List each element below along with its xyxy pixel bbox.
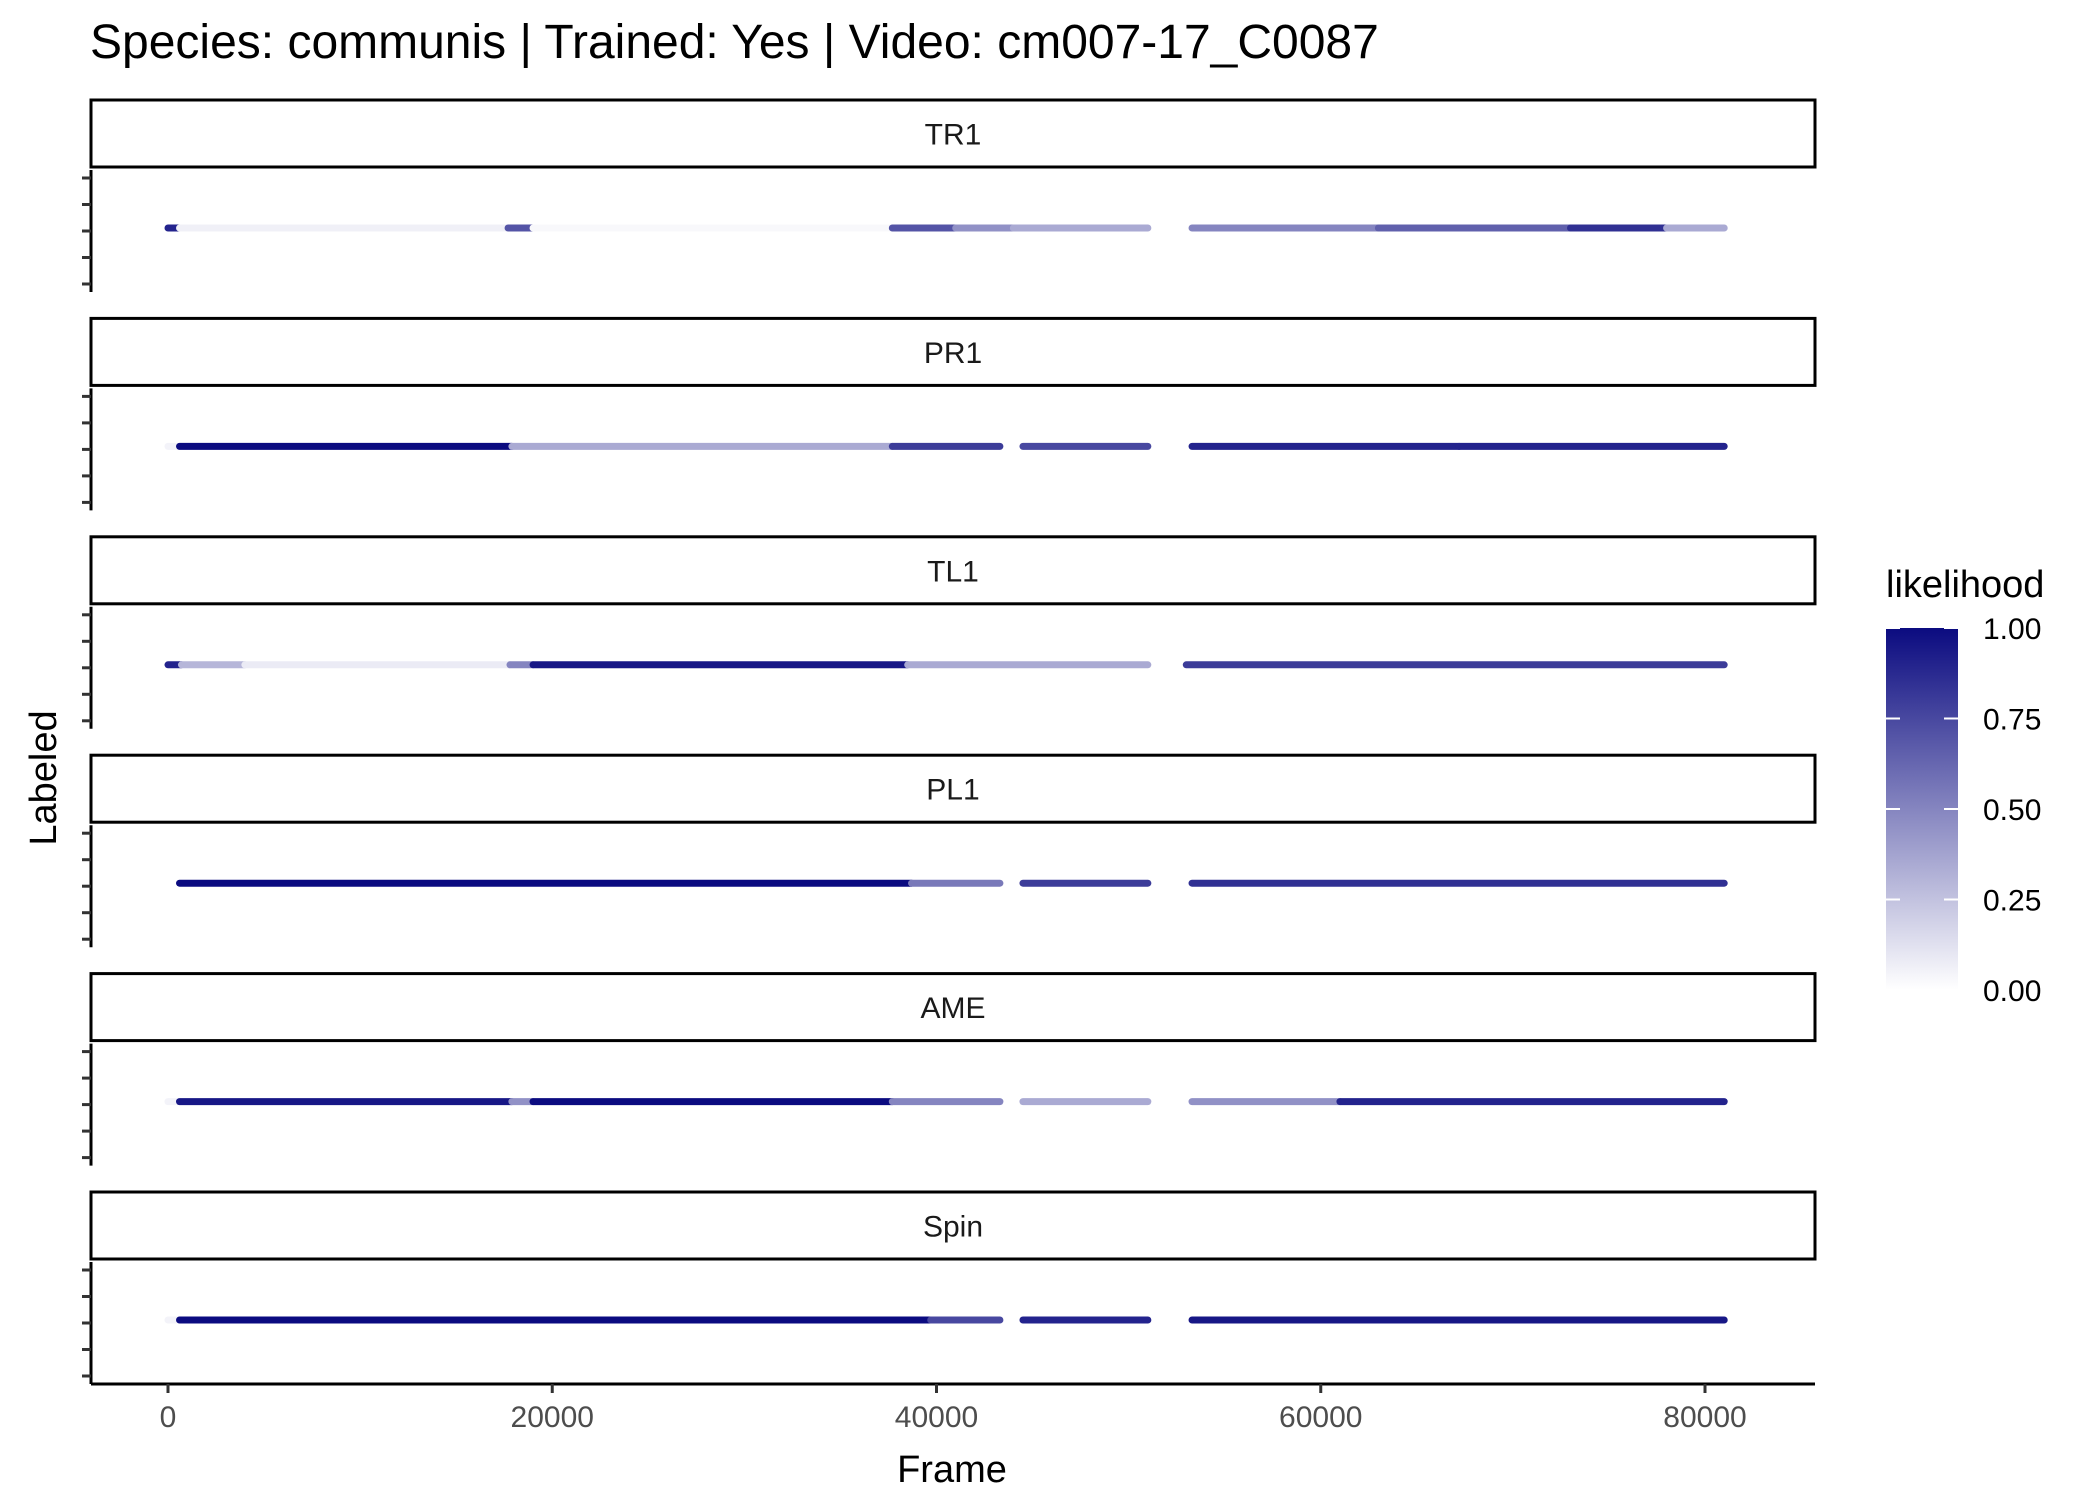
x-tick-label: 80000	[1663, 1401, 1746, 1434]
x-tick-label: 20000	[511, 1401, 594, 1434]
facet-panels: TR1 PR1 TL1 PL1 AME Spin	[82, 98, 1817, 1384]
facet-strip	[89, 753, 1817, 824]
panel-spin: Spin	[82, 1190, 1817, 1384]
facet-strip	[89, 316, 1817, 387]
facet-strip	[89, 98, 1817, 169]
x-tick-label: 0	[160, 1401, 177, 1434]
facet-label: TL1	[927, 555, 979, 588]
chart-title: Species: communis | Trained: Yes | Video…	[90, 16, 1379, 69]
legend-label: 0.00	[1983, 975, 2041, 1008]
legend-title: likelihood	[1886, 564, 2044, 606]
legend-label: 0.50	[1983, 794, 2041, 827]
facet-label: TR1	[925, 119, 982, 152]
facet-label: AME	[920, 992, 985, 1025]
x-tick-label: 60000	[1279, 1401, 1362, 1434]
x-tick-label: 40000	[895, 1401, 978, 1434]
facet-label: PL1	[926, 774, 979, 807]
facet-strip	[89, 1190, 1817, 1261]
legend-label: 1.00	[1983, 613, 2041, 646]
panel-pl1: PL1	[82, 753, 1817, 948]
legend-label: 0.75	[1983, 704, 2041, 737]
legend-label: 0.25	[1983, 885, 2041, 918]
panel-ame: AME	[82, 972, 1817, 1166]
panel-tl1: TL1	[82, 535, 1817, 729]
facet-strip	[89, 972, 1817, 1043]
x-axis-label: Frame	[897, 1449, 1007, 1491]
facet-label: PR1	[924, 337, 982, 370]
y-axis-label: Labeled	[23, 710, 65, 845]
facet-strip	[89, 535, 1817, 606]
facet-label: Spin	[923, 1211, 983, 1244]
legend: likelihood 1.00 0.75 0.50 0.25 0.00	[1886, 564, 2044, 1008]
panel-tr1: TR1	[82, 98, 1817, 292]
x-axis: 0 20000 40000 60000 80000	[91, 1382, 1815, 1434]
panel-pr1: PR1	[82, 316, 1817, 511]
